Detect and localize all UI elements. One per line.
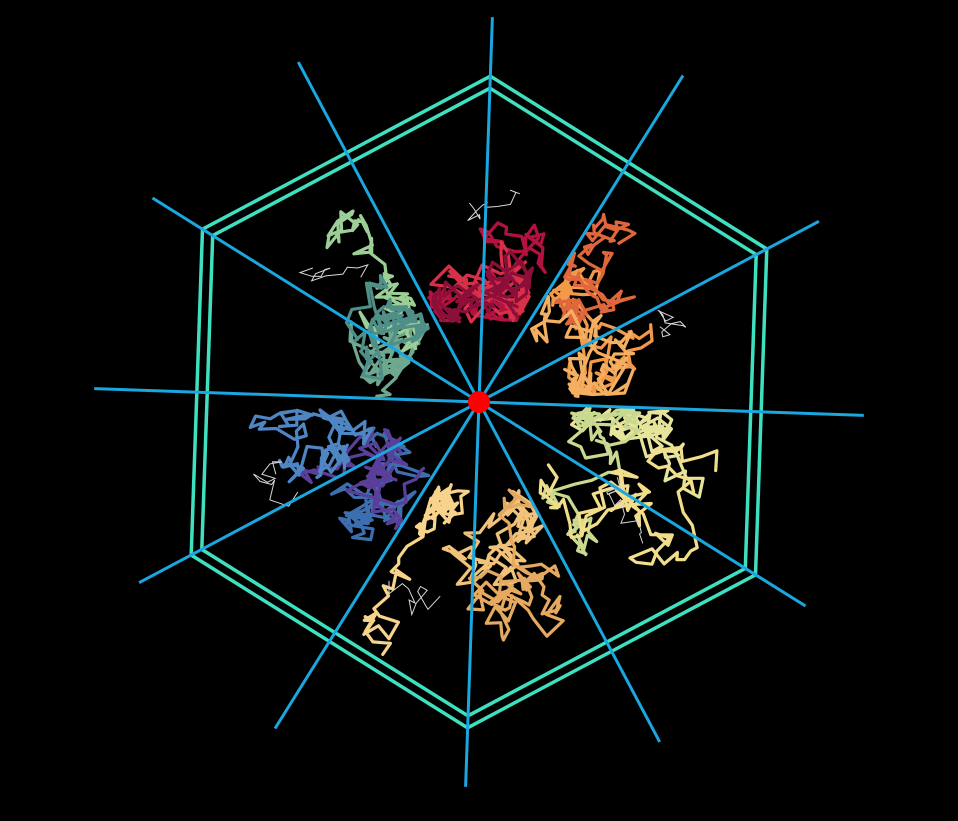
chain-red[interactable] [427,189,547,324]
chain-sand-segment [362,483,470,657]
chain-yellow-segment [541,406,642,557]
chain-blue-loop [253,461,299,507]
chain-blue-segment [298,428,426,531]
chain-orange-loop [657,309,687,338]
chain-orange[interactable] [529,212,687,398]
chain-blue-segment [248,408,374,484]
chain-red-segment [431,250,535,324]
chain-teal-segment [344,273,430,381]
protein-chains [248,189,719,657]
chain-yellow-segment [538,445,719,566]
chain-orange-segment [554,212,637,331]
center-marker [468,391,490,413]
chain-teal[interactable] [298,209,430,398]
chain-teal-loop [298,264,369,282]
chain-teal-segment [325,209,421,355]
chain-sand[interactable] [362,483,565,657]
chain-yellow[interactable] [538,406,719,566]
chain-sand-segment [466,488,565,642]
chain-sand-loop [388,580,441,617]
chain-yellow-loop [606,477,644,544]
chain-red-loop [467,189,521,221]
chain-blue[interactable] [248,408,431,542]
chain-orange-segment [529,295,636,398]
